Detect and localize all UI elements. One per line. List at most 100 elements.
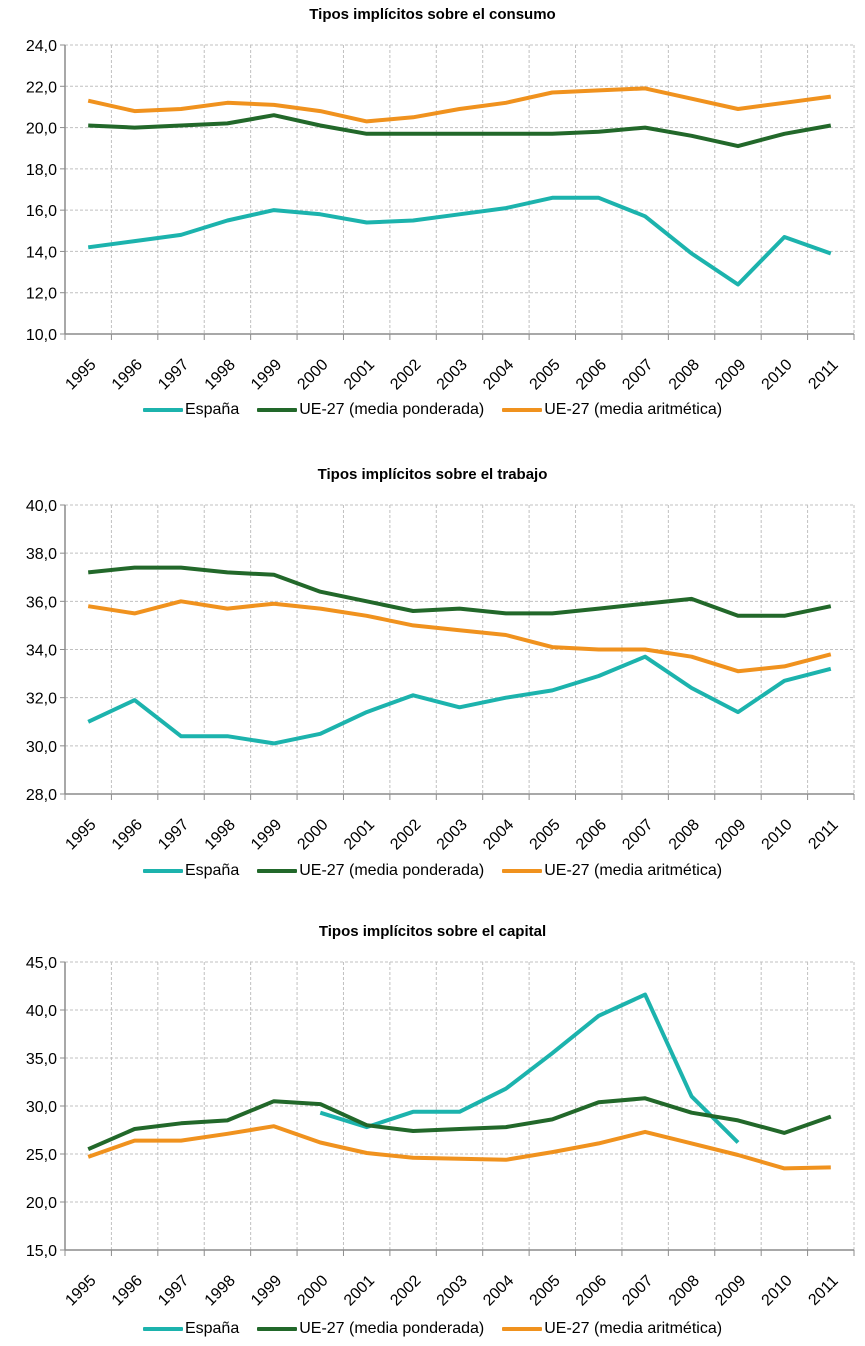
- x-tick-label: 2004: [480, 816, 517, 853]
- x-tick-label: 2001: [341, 1272, 378, 1309]
- legend-swatch-ue27-aritmetica: [502, 1327, 543, 1331]
- legend-item-ue27-aritmetica: UE-27 (media aritmética): [502, 401, 722, 419]
- series-line-ue27-ponderada: [88, 113, 832, 149]
- y-tick-label: 30,0: [26, 739, 57, 756]
- x-tick-label: 2004: [480, 1272, 517, 1309]
- x-tick-label: 2007: [619, 1272, 656, 1309]
- legend-item-ue27-aritmetica: UE-27 (media aritmética): [502, 862, 722, 880]
- series-line-ue27-aritmetica: [87, 599, 832, 674]
- legend-swatch-ue27-ponderada: [257, 1327, 298, 1331]
- y-tick-label: 18,0: [26, 162, 57, 179]
- x-tick-label: 2003: [434, 816, 471, 853]
- legend-item-ue27-ponderada: UE-27 (media ponderada): [257, 1320, 484, 1338]
- x-tick-label: 1999: [248, 356, 285, 393]
- x-tick-label: 1999: [248, 1272, 285, 1309]
- x-tick-label: 2009: [712, 816, 749, 853]
- y-tick-label: 30,0: [26, 1099, 57, 1116]
- x-tick-label: 2007: [619, 816, 656, 853]
- x-tick-label: 2008: [666, 816, 703, 853]
- y-tick-label: 20,0: [26, 121, 57, 138]
- x-tick-label: 2003: [434, 1272, 471, 1309]
- x-tick-label: 2004: [480, 356, 517, 393]
- legend-swatch-espana: [142, 1327, 183, 1331]
- x-tick-label: 2008: [666, 1272, 703, 1309]
- x-tick-label: 1997: [155, 1272, 192, 1309]
- x-tick-label: 2000: [294, 1272, 331, 1309]
- x-tick-label: 1996: [109, 816, 146, 853]
- y-tick-label: 15,0: [26, 1243, 57, 1260]
- chart-consumo: Tipos implícitos sobre el consumo 10,0 12…: [0, 0, 865, 440]
- x-tick-label: 1996: [109, 356, 146, 393]
- y-tick-label: 20,0: [26, 1195, 57, 1212]
- series-line-espana: [319, 992, 740, 1144]
- x-tick-label: 2010: [759, 1272, 796, 1309]
- x-tick-label: 2011: [805, 1273, 841, 1309]
- x-tick-label: 2009: [712, 1272, 749, 1309]
- series-line-ue27-ponderada: [87, 1096, 832, 1152]
- series-line-ue27-ponderada: [87, 565, 832, 618]
- x-tick-label: 2003: [434, 356, 471, 393]
- legend-item-ue27-aritmetica: UE-27 (media aritmética): [502, 1320, 722, 1338]
- x-tick-label: 2008: [666, 356, 703, 393]
- legend-label: UE-27 (media ponderada): [299, 401, 485, 418]
- x-tick-label: 2005: [527, 1272, 564, 1309]
- y-tick-label: 25,0: [26, 1147, 57, 1164]
- legend-label: UE-27 (media aritmética): [544, 401, 723, 418]
- legend-label: UE-27 (media aritmética): [544, 862, 723, 879]
- x-tick-label: 2011: [805, 357, 841, 393]
- legend-item-espana: España: [142, 401, 240, 419]
- x-tick-label: 2011: [805, 817, 841, 853]
- x-tick-label: 2006: [573, 356, 610, 393]
- legend: España UE-27 (media ponderada) UE-27 (me…: [0, 401, 865, 419]
- chart-title: Tipos implícitos sobre el trabajo: [317, 466, 548, 483]
- legend-label: España: [184, 1320, 240, 1337]
- y-tick-label: 45,0: [26, 955, 57, 972]
- x-tick-label: 1995: [62, 816, 99, 853]
- x-tick-label: 2005: [527, 356, 564, 393]
- x-tick-label: 1995: [62, 356, 99, 393]
- x-tick-label: 1999: [248, 816, 285, 853]
- x-tick-label: 2000: [294, 356, 331, 393]
- x-tick-label: 2005: [527, 816, 564, 853]
- series-line-ue27-aritmetica: [87, 1124, 831, 1171]
- y-tick-label: 38,0: [26, 546, 57, 563]
- legend-label: UE-27 (media aritmética): [544, 1320, 723, 1337]
- legend-label: UE-27 (media ponderada): [299, 1320, 485, 1337]
- legend-label: España: [184, 862, 240, 879]
- legend-swatch-espana: [142, 408, 183, 412]
- x-tick-label: 1997: [155, 356, 192, 393]
- plot-area: 15,0 20,0 25,0 30,0 35,0 40,0 45,0 1995 1996 1997…: [26, 955, 855, 1309]
- legend-label: España: [184, 401, 240, 418]
- x-tick-label: 2009: [712, 356, 749, 393]
- x-tick-label: 1998: [202, 356, 239, 393]
- legend-item-espana: España: [142, 862, 240, 880]
- y-tick-label: 36,0: [26, 594, 57, 611]
- plot-area: 10,0 12,0 14,0 16,0 18,0 20,0 22,0 24,0 1995 1996…: [26, 38, 855, 393]
- x-tick-label: 2001: [341, 356, 378, 393]
- series-line-espana: [87, 654, 832, 746]
- chart-title: Tipos implícitos sobre el capital: [318, 923, 547, 940]
- x-tick-label: 2002: [387, 356, 424, 393]
- x-tick-label: 1997: [155, 816, 192, 853]
- plot-area: 28,0 30,0 32,0 34,0 36,0 38,0 40,0 1995 1996 1997…: [26, 498, 855, 853]
- series-line-ue27-aritmetica: [87, 86, 832, 124]
- legend-item-ue27-ponderada: UE-27 (media ponderada): [257, 862, 484, 880]
- y-tick-label: 28,0: [26, 787, 57, 804]
- legend-label: UE-27 (media ponderada): [299, 862, 485, 879]
- y-tick-label: 10,0: [26, 327, 57, 344]
- series-line-espana: [87, 195, 832, 287]
- legend-swatch-ue27-aritmetica: [502, 408, 543, 412]
- y-tick-label: 16,0: [26, 203, 57, 220]
- chart-title: Tipos implícitos sobre el consumo: [309, 6, 556, 23]
- y-tick-label: 24,0: [26, 38, 57, 55]
- x-tick-label: 2000: [294, 816, 331, 853]
- x-tick-label: 1996: [109, 1272, 146, 1309]
- x-tick-label: 1998: [202, 816, 239, 853]
- legend-item-espana: España: [142, 1320, 240, 1338]
- x-tick-label: 2007: [619, 356, 656, 393]
- x-tick-label: 1998: [202, 1272, 239, 1309]
- y-tick-label: 32,0: [26, 691, 57, 708]
- chart-capital: Tipos implícitos sobre el capital 15,0 20…: [0, 917, 865, 1346]
- x-tick-label: 2006: [573, 816, 610, 853]
- x-tick-label: 2006: [573, 1272, 610, 1309]
